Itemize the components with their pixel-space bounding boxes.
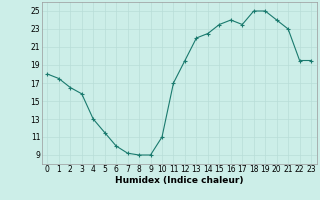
X-axis label: Humidex (Indice chaleur): Humidex (Indice chaleur) <box>115 176 244 185</box>
